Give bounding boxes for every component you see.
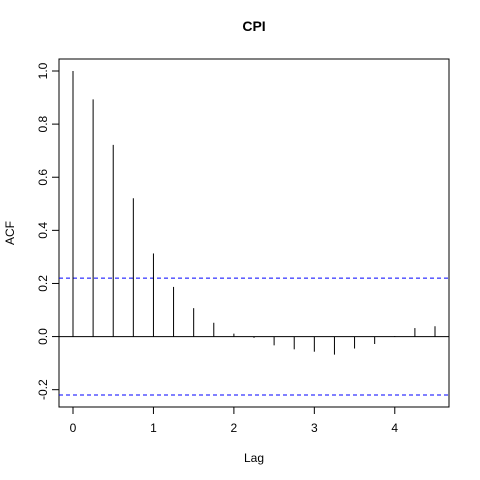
y-tick-label: 0.4 (36, 222, 50, 239)
y-axis: -0.2 0.0 0.2 0.4 0.6 0.8 1.0 (36, 62, 60, 400)
y-tick-label: 0.8 (36, 115, 50, 132)
x-tick-label: 0 (70, 421, 77, 435)
y-tick-label: 0.2 (36, 275, 50, 292)
x-tick-label: 3 (311, 421, 318, 435)
x-axis: 0 1 2 3 4 (70, 406, 398, 435)
y-tick-label: 0.6 (36, 169, 50, 186)
x-tick-label: 1 (150, 421, 157, 435)
y-axis-label: ACF (3, 221, 17, 245)
x-tick-label: 4 (391, 421, 398, 435)
y-tick-label: 0.0 (36, 328, 50, 345)
acf-bars (72, 71, 436, 355)
y-tick-label: 1.0 (36, 62, 50, 79)
plot-frame (58, 58, 450, 408)
chart-title: CPI (242, 18, 265, 34)
y-tick-label: -0.2 (36, 379, 50, 400)
x-axis-label: Lag (244, 451, 264, 465)
confidence-bounds (59, 277, 449, 396)
x-tick-label: 2 (231, 421, 238, 435)
